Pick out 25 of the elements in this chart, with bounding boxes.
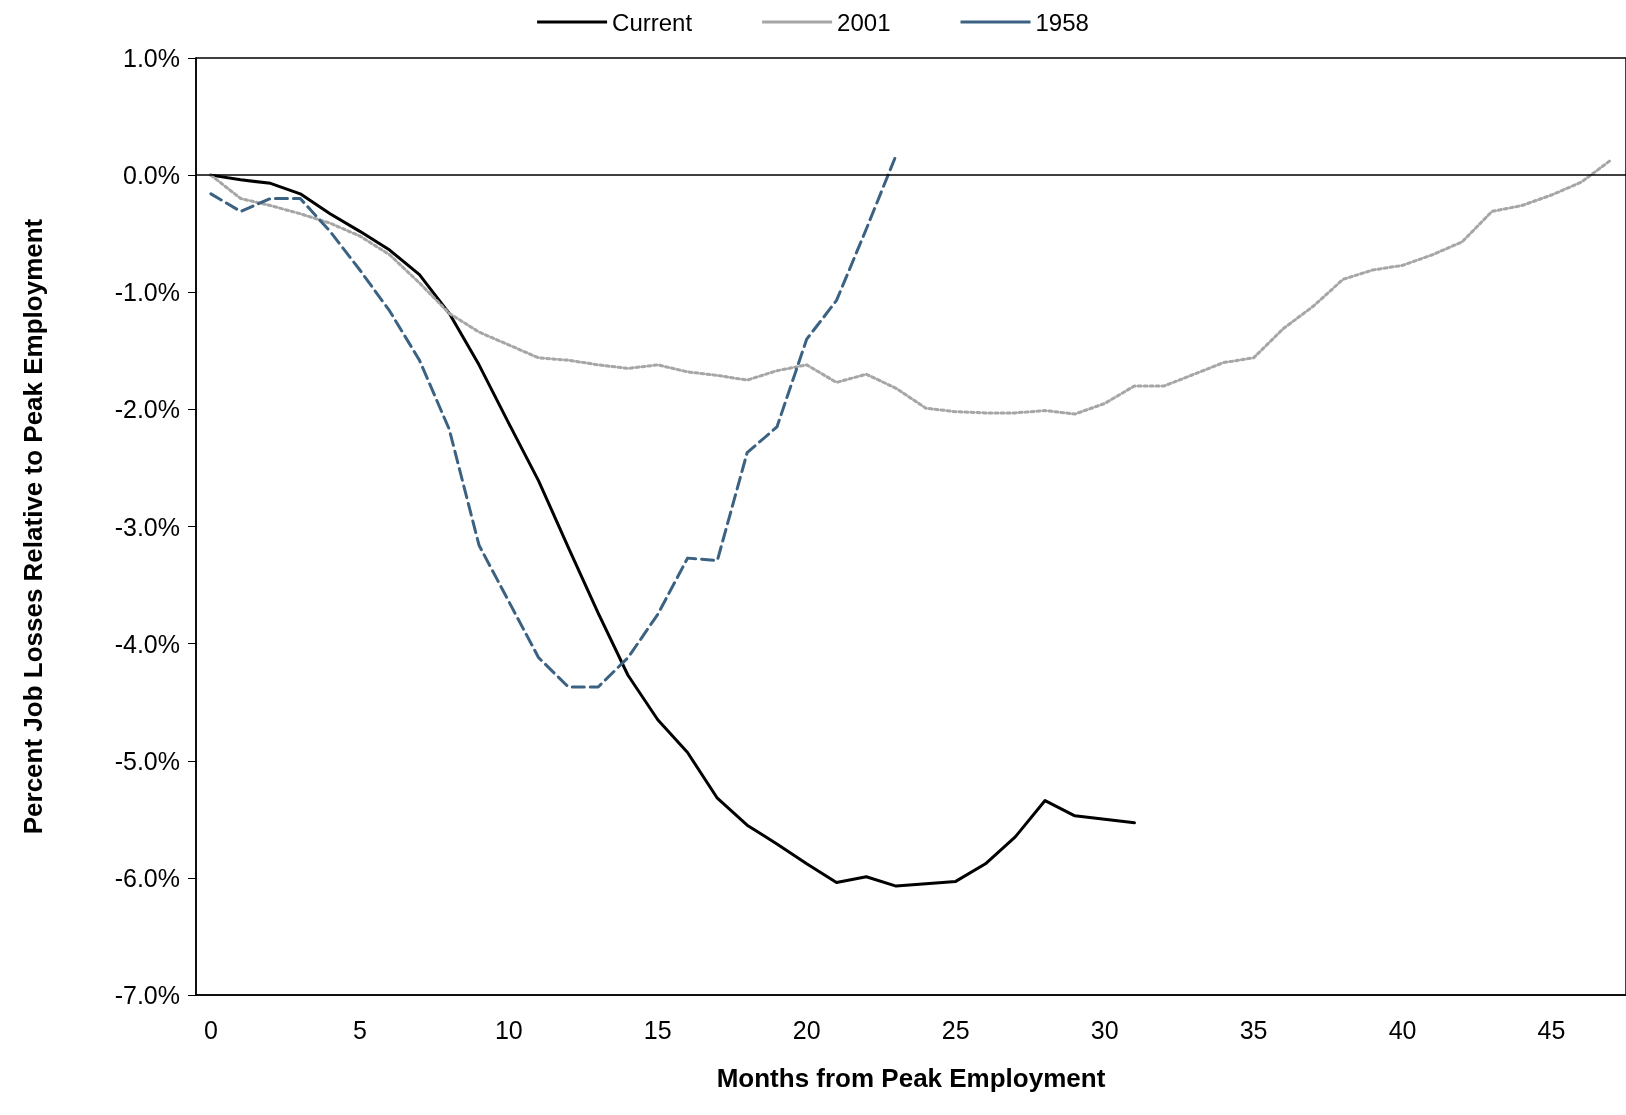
- legend-label: Current: [612, 8, 693, 36]
- x-tick-label: 30: [1090, 1015, 1119, 1044]
- line-series: [209, 158, 1613, 416]
- y-tick-label: -6.0%: [114, 863, 180, 892]
- x-tick-label: 0: [203, 1015, 218, 1044]
- y-tick-label: -4.0%: [114, 629, 180, 658]
- x-tick-label: 35: [1239, 1015, 1268, 1044]
- x-tick-label: 40: [1388, 1015, 1417, 1044]
- y-axis-title: Percent Job Losses Relative to Peak Employment: [18, 218, 48, 835]
- x-tick-label: 15: [643, 1015, 672, 1044]
- y-tick-label: -7.0%: [114, 981, 180, 1009]
- x-tick-label: 10: [494, 1015, 523, 1044]
- y-tick-label: -3.0%: [114, 512, 180, 541]
- x-axis-title: Months from Peak Employment: [716, 1063, 1106, 1093]
- x-tick-label: 20: [792, 1015, 821, 1044]
- x-tick-label: 25: [941, 1015, 970, 1044]
- x-tick-label: 45: [1537, 1015, 1566, 1044]
- y-tick-label: -5.0%: [114, 746, 180, 775]
- x-tick-label: 5: [352, 1015, 367, 1044]
- legend-label: 1958: [1035, 8, 1089, 36]
- legend-label: 2001: [837, 8, 891, 36]
- y-tick-label: 0.0%: [123, 161, 180, 190]
- y-tick-label: -1.0%: [114, 278, 180, 307]
- y-tick-label: 1.0%: [123, 44, 180, 72]
- y-tick-label: -2.0%: [114, 395, 180, 424]
